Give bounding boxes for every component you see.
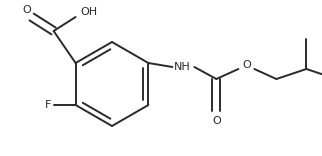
Text: OH: OH: [80, 7, 97, 17]
Text: O: O: [242, 60, 251, 70]
Text: F: F: [44, 100, 51, 110]
Text: O: O: [212, 116, 221, 126]
Text: NH: NH: [174, 62, 191, 72]
Text: O: O: [22, 5, 31, 15]
